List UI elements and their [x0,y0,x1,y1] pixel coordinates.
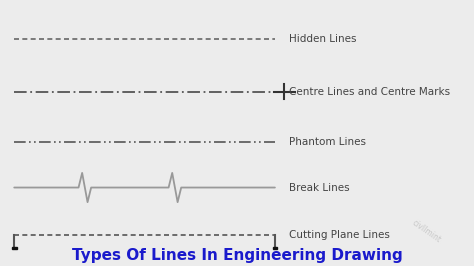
Text: Types Of Lines In Engineering Drawing: Types Of Lines In Engineering Drawing [72,248,402,263]
Text: civllmint: civllmint [410,218,443,244]
Text: Cutting Plane Lines: Cutting Plane Lines [289,230,390,240]
Text: Phantom Lines: Phantom Lines [289,137,366,147]
Bar [12,247,17,249]
Text: Hidden Lines: Hidden Lines [289,34,356,44]
Text: Centre Lines and Centre Marks: Centre Lines and Centre Marks [289,87,450,97]
Bar [273,247,277,249]
Text: Break Lines: Break Lines [289,182,350,193]
